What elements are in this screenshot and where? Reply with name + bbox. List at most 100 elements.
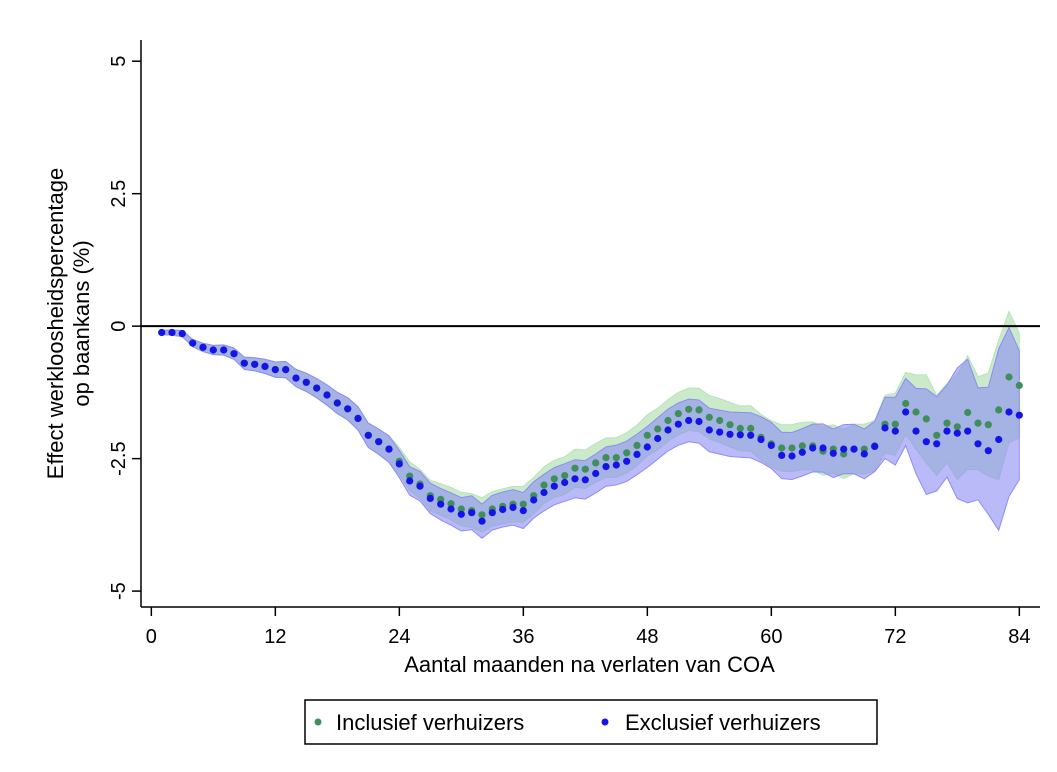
point-exclusief bbox=[902, 408, 910, 416]
point-inclusief bbox=[540, 481, 548, 489]
point-exclusief bbox=[912, 427, 920, 435]
point-exclusief bbox=[933, 440, 941, 448]
point-exclusief bbox=[561, 478, 569, 487]
point-exclusief bbox=[643, 443, 651, 451]
point-exclusief bbox=[1015, 411, 1023, 419]
point-exclusief bbox=[623, 457, 631, 465]
point-inclusief bbox=[995, 406, 1003, 414]
point-exclusief bbox=[426, 494, 434, 502]
point-inclusief bbox=[654, 425, 662, 433]
point-inclusief bbox=[561, 472, 569, 480]
point-exclusief bbox=[850, 445, 858, 453]
point-exclusief bbox=[716, 428, 724, 436]
point-exclusief bbox=[581, 476, 589, 484]
x-tick-label: 48 bbox=[636, 626, 658, 648]
point-inclusief bbox=[623, 449, 631, 457]
point-inclusief bbox=[592, 459, 600, 467]
point-exclusief bbox=[251, 360, 259, 368]
point-exclusief bbox=[829, 449, 837, 457]
point-inclusief bbox=[685, 405, 693, 413]
x-tick-label: 36 bbox=[512, 626, 534, 648]
legend-box bbox=[304, 699, 878, 745]
point-exclusief bbox=[571, 475, 579, 483]
point-exclusief bbox=[406, 477, 414, 485]
point-exclusief bbox=[313, 384, 321, 392]
x-tick-label: 12 bbox=[264, 626, 286, 648]
point-exclusief bbox=[881, 424, 889, 432]
point-inclusief bbox=[943, 419, 951, 427]
point-inclusief bbox=[726, 421, 734, 429]
point-exclusief bbox=[995, 435, 1003, 444]
point-exclusief bbox=[943, 427, 951, 435]
y-tick-label: 2.5 bbox=[108, 180, 130, 208]
point-inclusief bbox=[633, 441, 641, 449]
point-inclusief bbox=[571, 464, 579, 472]
point-exclusief bbox=[168, 328, 176, 337]
point-inclusief bbox=[664, 416, 672, 425]
point-exclusief bbox=[747, 431, 755, 439]
point-exclusief bbox=[778, 451, 786, 459]
x-tick-label: 60 bbox=[760, 626, 782, 648]
legend-label-inclusief: Inclusief verhuizers bbox=[336, 710, 524, 735]
point-exclusief bbox=[612, 461, 620, 469]
point-exclusief bbox=[240, 359, 248, 367]
point-exclusief bbox=[685, 416, 693, 425]
legend: Inclusief verhuizers Exclusief verhuizer… bbox=[304, 699, 878, 745]
point-inclusief bbox=[478, 511, 486, 519]
point-exclusief bbox=[395, 460, 403, 468]
point-exclusief bbox=[488, 509, 496, 517]
point-exclusief bbox=[1005, 408, 1013, 416]
point-inclusief bbox=[612, 454, 620, 462]
point-inclusief bbox=[953, 423, 961, 431]
y-ticks: -5 -2.5 0 2.5 5 bbox=[108, 56, 141, 600]
point-exclusief bbox=[871, 442, 879, 450]
point-inclusief bbox=[447, 500, 455, 508]
point-inclusief bbox=[933, 431, 941, 439]
point-inclusief bbox=[602, 454, 610, 462]
point-exclusief bbox=[437, 500, 445, 508]
point-exclusief bbox=[292, 374, 300, 382]
point-exclusief bbox=[519, 507, 527, 515]
x-tick-label: 72 bbox=[884, 626, 906, 648]
point-exclusief bbox=[674, 420, 682, 428]
point-exclusief bbox=[375, 438, 383, 446]
point-exclusief bbox=[354, 414, 362, 422]
point-exclusief bbox=[509, 503, 517, 511]
point-inclusief bbox=[974, 419, 982, 427]
point-inclusief bbox=[747, 424, 755, 432]
point-inclusief bbox=[716, 416, 724, 425]
point-inclusief bbox=[912, 408, 920, 416]
point-inclusief bbox=[984, 421, 992, 429]
point-exclusief bbox=[199, 343, 207, 351]
point-inclusief bbox=[798, 442, 806, 450]
point-exclusief bbox=[974, 440, 982, 448]
point-exclusief bbox=[705, 426, 713, 434]
x-tick-label: 84 bbox=[1008, 626, 1030, 648]
data-points bbox=[158, 328, 1023, 525]
point-inclusief bbox=[922, 415, 930, 423]
y-axis-title-line2: op baankans (%) bbox=[69, 240, 94, 406]
point-exclusief bbox=[189, 339, 197, 347]
point-exclusief bbox=[633, 450, 641, 458]
point-exclusief bbox=[840, 445, 848, 453]
legend-label-exclusief: Exclusief verhuizers bbox=[625, 710, 821, 735]
point-inclusief bbox=[778, 444, 786, 452]
point-exclusief bbox=[798, 448, 806, 456]
point-exclusief bbox=[302, 378, 310, 386]
point-exclusief bbox=[457, 510, 465, 518]
point-exclusief bbox=[178, 330, 186, 338]
point-inclusief bbox=[902, 399, 910, 408]
y-tick-label: 0 bbox=[108, 321, 130, 332]
point-exclusief bbox=[530, 496, 538, 504]
point-inclusief bbox=[519, 500, 527, 508]
point-inclusief bbox=[1005, 373, 1013, 381]
point-exclusief bbox=[499, 505, 507, 514]
point-exclusief bbox=[767, 441, 775, 449]
point-inclusief bbox=[581, 465, 589, 473]
point-exclusief bbox=[416, 482, 424, 490]
point-exclusief bbox=[664, 426, 672, 434]
point-exclusief bbox=[540, 488, 548, 497]
point-exclusief bbox=[922, 438, 930, 446]
axes: 0 12 24 36 48 60 72 84 -5 -2.5 0 2.5 5 bbox=[108, 40, 1040, 648]
point-exclusief bbox=[282, 366, 290, 374]
